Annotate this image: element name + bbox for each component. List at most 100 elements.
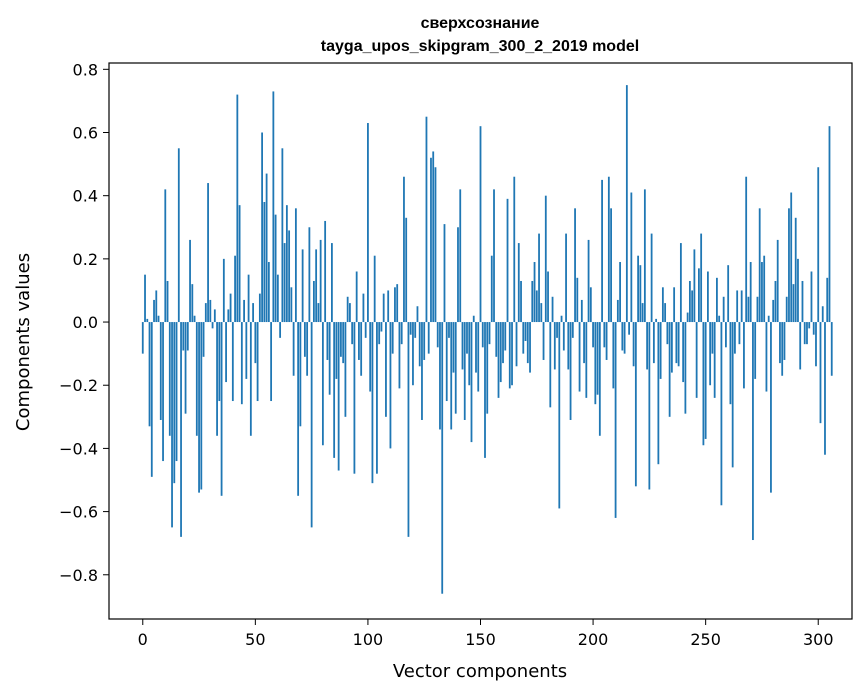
bar <box>159 322 162 420</box>
bar <box>657 322 660 465</box>
bar <box>466 322 468 354</box>
bar <box>610 208 612 323</box>
y-tick-label: −0.4 <box>59 439 98 458</box>
bar <box>821 306 824 323</box>
bar <box>815 322 817 367</box>
bar <box>702 322 705 446</box>
bar <box>661 287 664 323</box>
bar <box>326 322 329 360</box>
bar <box>594 322 597 405</box>
bar <box>499 322 502 383</box>
bar <box>686 312 689 323</box>
bar <box>331 243 333 323</box>
bar <box>761 262 763 323</box>
bar <box>175 322 178 462</box>
bar <box>367 123 369 323</box>
bar <box>808 322 811 329</box>
bar <box>650 233 653 323</box>
bar <box>648 322 651 490</box>
bar <box>698 268 700 323</box>
bar <box>218 322 221 402</box>
bar <box>439 322 441 430</box>
bar <box>155 290 158 323</box>
bar <box>490 255 493 323</box>
bar <box>416 306 419 323</box>
bar <box>531 280 534 323</box>
bar <box>666 322 669 345</box>
bar <box>704 322 707 439</box>
bar <box>508 322 511 389</box>
bar <box>211 322 214 329</box>
bar <box>691 290 694 323</box>
bar <box>533 262 536 323</box>
bar <box>317 303 320 323</box>
bar <box>628 322 630 335</box>
bar <box>470 322 473 443</box>
bar <box>767 315 770 323</box>
bar <box>551 296 554 323</box>
bar <box>637 255 640 323</box>
bar <box>707 271 709 323</box>
bar <box>344 322 347 417</box>
bar <box>763 255 766 323</box>
bar <box>378 322 381 345</box>
bar <box>222 258 225 323</box>
x-tick-label: 100 <box>353 630 384 649</box>
bar <box>200 322 203 490</box>
bar <box>731 322 734 468</box>
bar <box>535 290 538 323</box>
bar <box>684 322 687 414</box>
bar <box>261 132 263 323</box>
bar <box>254 322 257 364</box>
bar <box>475 322 477 373</box>
bar <box>362 293 365 323</box>
bar <box>506 198 509 323</box>
bar <box>738 322 741 345</box>
bar <box>369 322 372 392</box>
bar <box>752 322 754 541</box>
bar <box>409 322 412 335</box>
bar <box>630 192 633 323</box>
bar <box>342 322 345 364</box>
bar <box>398 322 401 389</box>
bar <box>747 296 750 323</box>
bar <box>720 322 723 506</box>
bar <box>711 322 714 354</box>
bar <box>601 179 603 323</box>
bar <box>324 220 327 323</box>
bar <box>520 280 522 323</box>
bar <box>373 255 376 323</box>
bar <box>734 322 736 354</box>
bar <box>592 322 594 348</box>
bar <box>146 318 149 323</box>
bar <box>727 265 730 323</box>
bar <box>301 249 304 323</box>
bar <box>303 322 306 357</box>
bar <box>659 322 662 379</box>
bar <box>652 322 655 364</box>
bar <box>765 322 768 392</box>
bar <box>596 322 599 395</box>
bar <box>585 322 588 398</box>
bar <box>580 299 583 323</box>
bar <box>207 183 209 323</box>
x-axis-label: Vector components <box>393 661 567 682</box>
bar <box>294 208 297 323</box>
bar <box>668 322 671 417</box>
bar <box>718 315 721 323</box>
bar <box>517 243 520 323</box>
bar <box>695 322 698 398</box>
bar <box>643 189 646 323</box>
bar <box>267 262 270 323</box>
bar <box>792 284 795 323</box>
bar <box>583 322 585 364</box>
x-tick-label: 250 <box>690 630 721 649</box>
chart-title-line-1: сверхсознание <box>421 15 540 32</box>
bar <box>740 290 743 323</box>
bar <box>709 322 712 386</box>
bar <box>281 148 284 323</box>
bar <box>276 274 279 323</box>
y-tick-label: −0.2 <box>59 376 98 395</box>
bar <box>364 322 367 338</box>
